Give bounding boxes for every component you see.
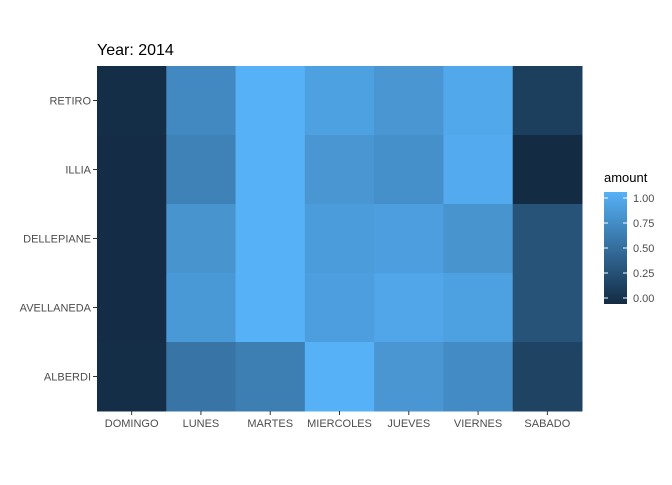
heatmap-cell <box>374 204 444 274</box>
y-tick-label: DELLEPIANE <box>23 234 91 246</box>
heatmap-cell <box>166 66 237 136</box>
heatmap-cell <box>166 204 237 274</box>
legend-tick-label: 0.25 <box>633 268 654 280</box>
chart-title: Year: 2014 <box>97 42 174 59</box>
heatmap-cell <box>443 66 514 136</box>
heatmap-cell <box>97 135 167 205</box>
heatmap-cell <box>166 273 237 343</box>
heatmap-cell <box>235 273 306 343</box>
y-tick-label: ALBERDI <box>44 372 91 384</box>
legend-colorbar <box>604 192 627 304</box>
heatmap-cell <box>304 273 375 343</box>
heatmap-cell <box>443 273 514 343</box>
legend-tick-label: 0.50 <box>633 243 654 255</box>
y-tick-label: AVELLANEDA <box>20 303 92 315</box>
heatmap-cell <box>374 66 444 136</box>
heatmap-cell <box>512 204 583 274</box>
heatmap-cell <box>235 135 306 205</box>
y-axis: RETIRO ILLIA DELLEPIANE AVELLANEDA ALBERDI <box>20 96 97 384</box>
x-tick-label: VIERNES <box>454 418 502 430</box>
legend-tick-label: 0.75 <box>633 218 654 230</box>
heatmap-cell <box>443 342 514 412</box>
heatmap-cell <box>512 342 583 412</box>
legend-tick-label: 1.00 <box>633 193 654 205</box>
legend-tick-label: 0.00 <box>633 293 654 305</box>
legend-ticks: 0.00 0.25 0.50 0.75 1.00 <box>604 193 654 305</box>
x-tick-label: MARTES <box>247 418 293 430</box>
heatmap-cell <box>97 273 167 343</box>
legend-title: amount <box>604 170 648 185</box>
heatmap-cell <box>304 135 375 205</box>
heatmap-cell <box>374 273 444 343</box>
y-tick-label: RETIRO <box>49 96 91 108</box>
x-tick-label: JUEVES <box>387 418 430 430</box>
heatmap-cell <box>97 204 167 274</box>
heatmap-cell <box>235 342 306 412</box>
heatmap-cell <box>166 135 237 205</box>
heatmap-cell <box>97 342 167 412</box>
y-tick-label: ILLIA <box>65 165 91 177</box>
x-tick-label: LUNES <box>183 418 220 430</box>
heatmap-cell <box>304 66 375 136</box>
heatmap-cell <box>166 342 237 412</box>
heatmap-cells <box>97 66 583 412</box>
heatmap-cell <box>235 66 306 136</box>
heatmap-cell <box>443 204 514 274</box>
heatmap-cell <box>512 135 583 205</box>
heatmap-cell <box>374 342 444 412</box>
heatmap-cell <box>235 204 306 274</box>
x-tick-label: SABADO <box>524 418 570 430</box>
heatmap-cell <box>304 204 375 274</box>
x-axis: DOMINGO LUNES MARTES MIERCOLES JUEVES VIERNES… <box>105 411 571 430</box>
heatmap-cell <box>304 342 375 412</box>
heatmap-cell <box>512 66 583 136</box>
heatmap-cell <box>512 273 583 343</box>
x-tick-label: DOMINGO <box>105 418 159 430</box>
heatmap-cell <box>443 135 514 205</box>
heatmap-cell <box>374 135 444 205</box>
heatmap-cell <box>97 66 167 136</box>
color-legend: amount 0.00 0.25 0.50 0.75 1.00 <box>604 170 654 305</box>
x-tick-label: MIERCOLES <box>307 418 372 430</box>
